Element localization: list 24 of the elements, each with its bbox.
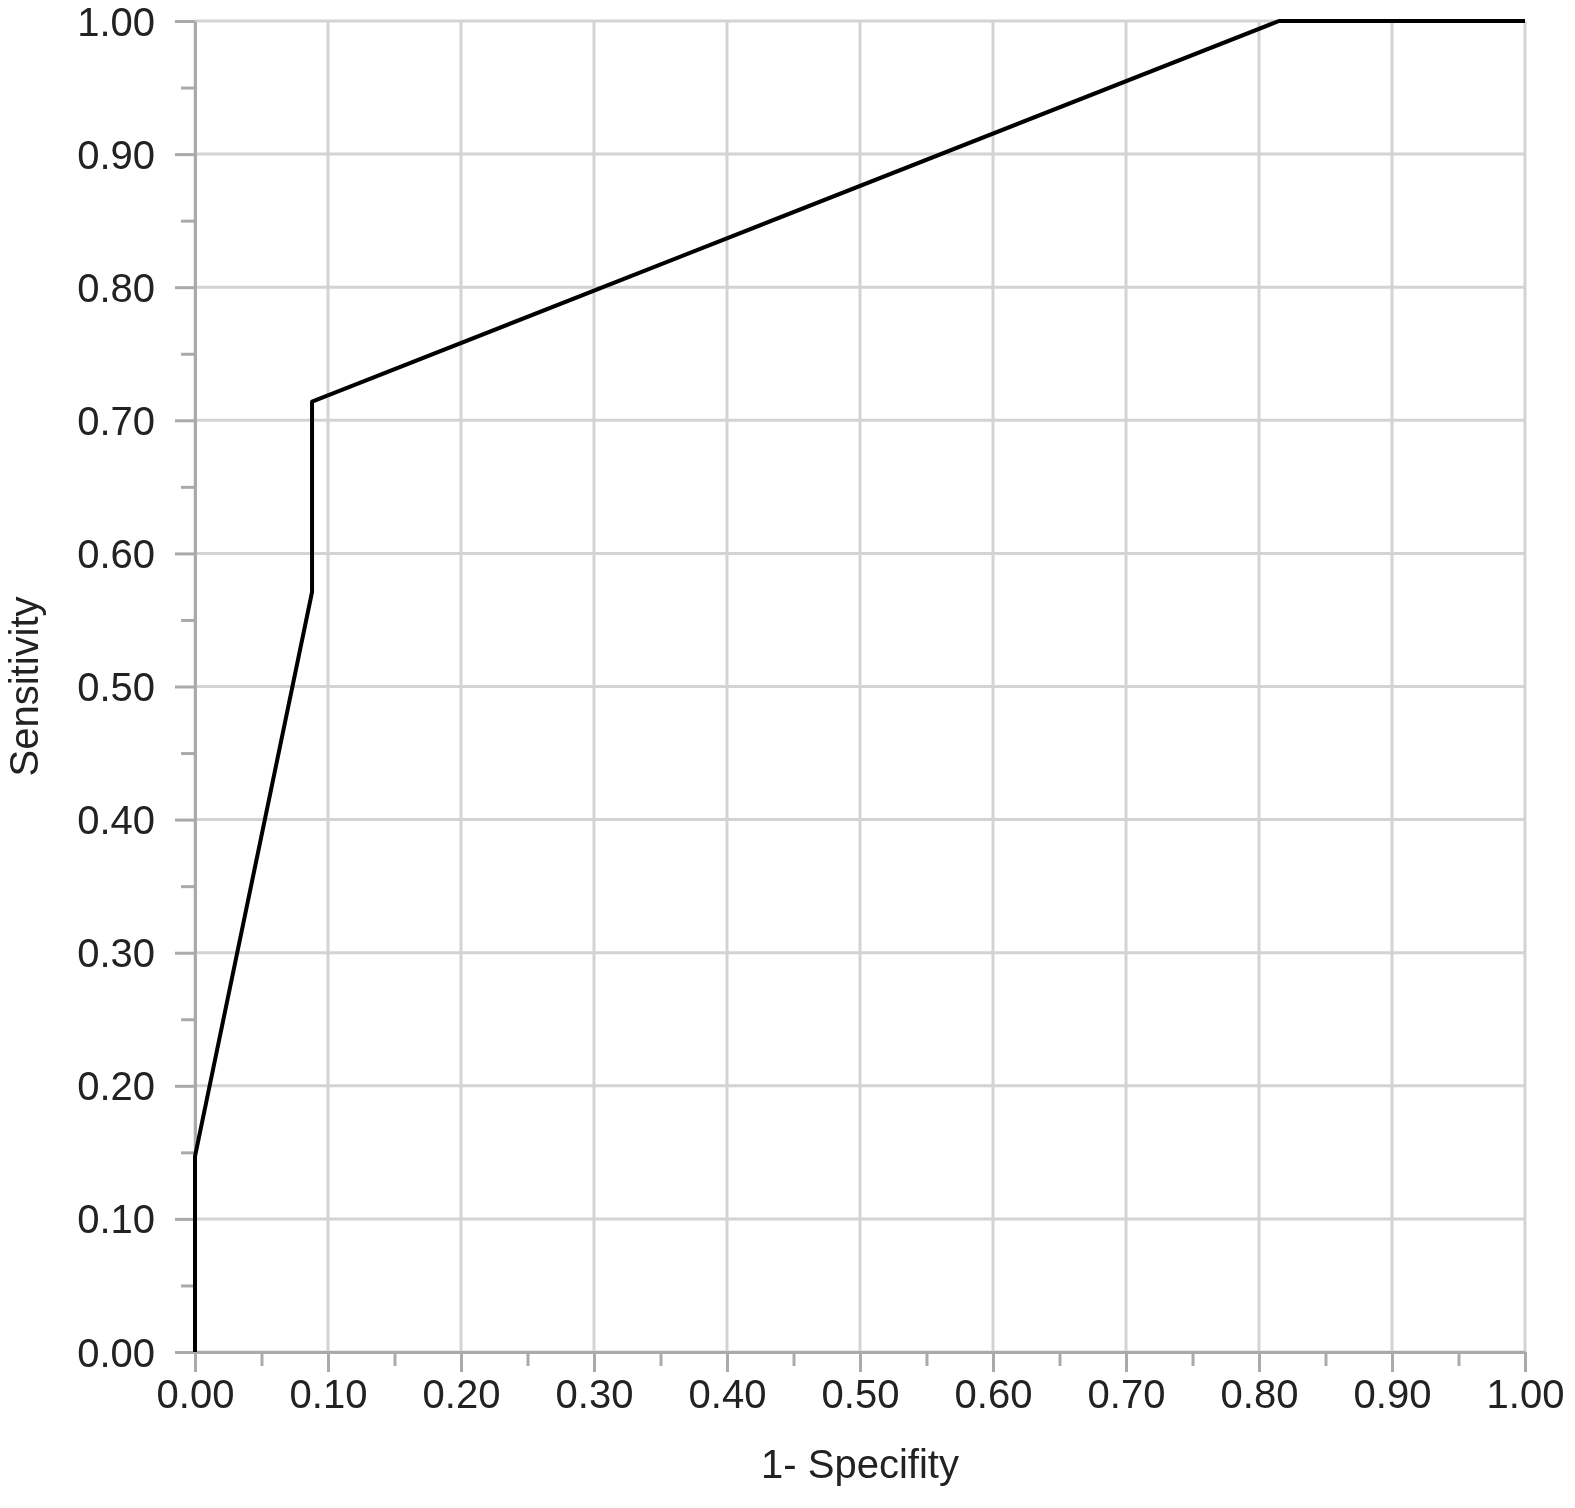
y-tick-label: 0.60 <box>77 531 155 576</box>
x-tick-label: 0.90 <box>1353 1372 1432 1417</box>
x-tick-label: 0.10 <box>289 1372 368 1417</box>
y-tick-label: 0.90 <box>77 132 155 177</box>
y-tick-label: 0.80 <box>77 265 155 310</box>
x-tick-label: 0.70 <box>1087 1372 1166 1417</box>
x-tick-label: 0.30 <box>555 1372 634 1417</box>
x-tick-label: 0.80 <box>1220 1372 1299 1417</box>
y-tick-label: 0.50 <box>77 665 155 709</box>
y-axis-title: Sensitivity <box>2 596 46 777</box>
y-tick-label: 0.40 <box>77 798 155 843</box>
x-tick-label: 0.60 <box>954 1372 1033 1417</box>
x-tick-label: 0.40 <box>688 1372 767 1417</box>
y-tick-label: 0.30 <box>77 931 155 976</box>
y-tick-label: 0.00 <box>77 1330 155 1375</box>
x-tick-label: 1.00 <box>1486 1372 1565 1417</box>
y-tick-label: 1.00 <box>77 0 155 44</box>
x-axis-title: 1- Specifity <box>761 1442 959 1486</box>
x-tick-label: 0.50 <box>821 1372 900 1417</box>
y-tick-label: 0.70 <box>77 398 155 443</box>
y-tick-label: 0.10 <box>77 1197 155 1242</box>
y-tick-label: 0.20 <box>77 1064 155 1109</box>
x-tick-label: 0.00 <box>156 1372 235 1417</box>
x-tick-label: 0.20 <box>422 1372 501 1417</box>
